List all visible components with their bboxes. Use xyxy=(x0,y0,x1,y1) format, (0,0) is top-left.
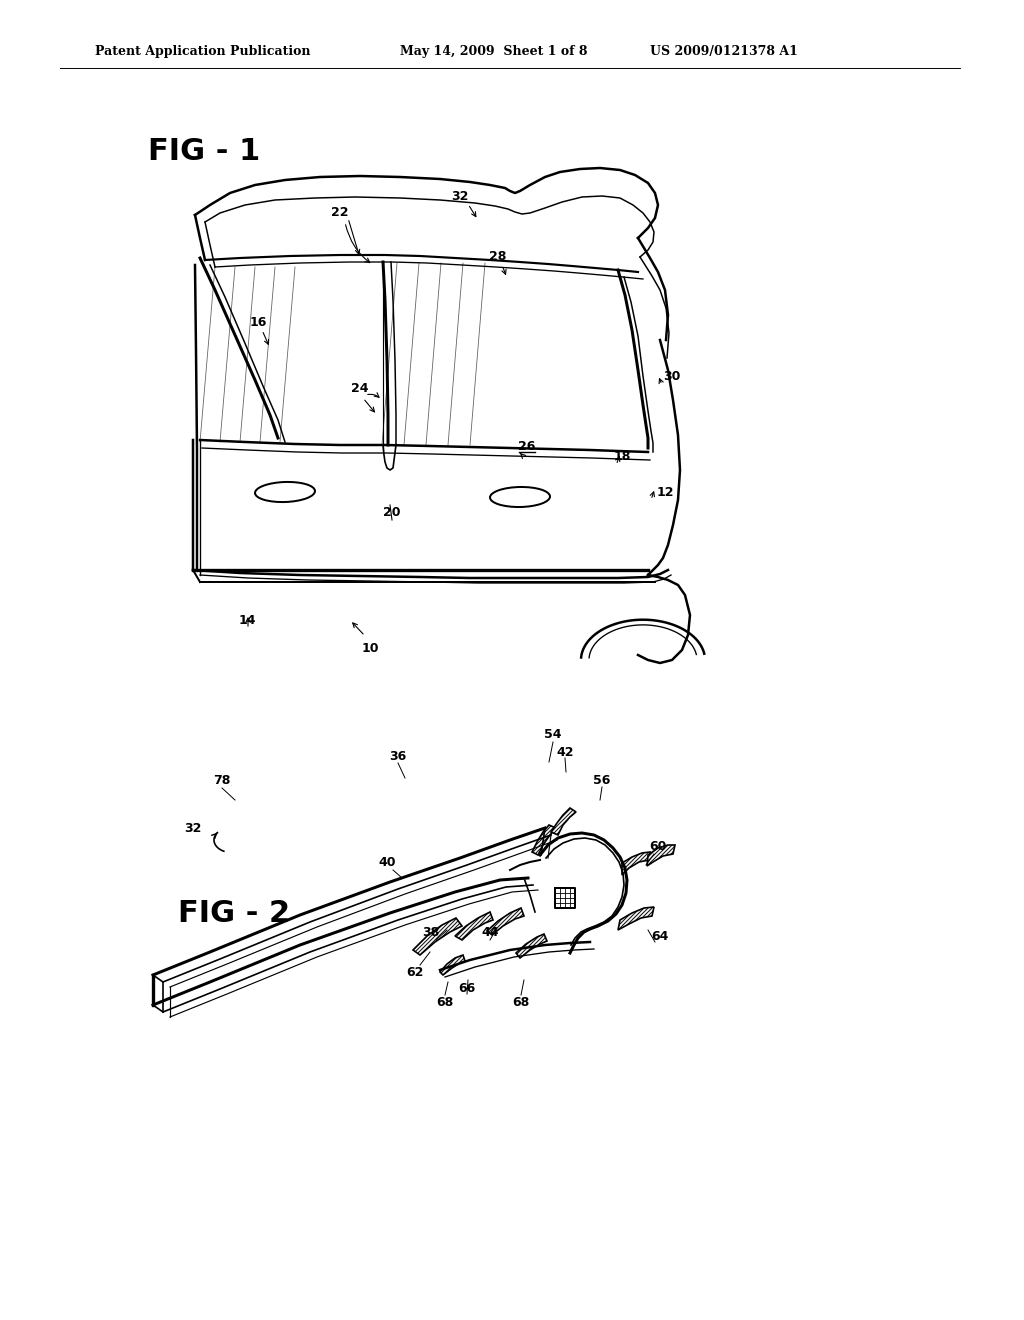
Text: 66: 66 xyxy=(459,982,475,994)
Text: 30: 30 xyxy=(664,371,681,384)
Text: 64: 64 xyxy=(651,929,669,942)
Text: 14: 14 xyxy=(239,615,256,627)
Text: 78: 78 xyxy=(213,774,230,787)
Text: 62: 62 xyxy=(407,966,424,979)
Text: 42: 42 xyxy=(556,746,573,759)
Polygon shape xyxy=(516,935,547,958)
Text: 56: 56 xyxy=(593,774,610,787)
Text: 32: 32 xyxy=(452,190,469,202)
Polygon shape xyxy=(413,917,462,954)
Polygon shape xyxy=(455,912,493,940)
Polygon shape xyxy=(487,908,524,935)
Text: 38: 38 xyxy=(422,927,439,940)
Text: 68: 68 xyxy=(436,995,454,1008)
Polygon shape xyxy=(647,845,675,866)
Text: 40: 40 xyxy=(378,857,395,870)
Text: 20: 20 xyxy=(383,507,400,520)
Polygon shape xyxy=(440,954,465,975)
Text: 18: 18 xyxy=(613,450,631,463)
Text: 28: 28 xyxy=(489,249,507,263)
Polygon shape xyxy=(622,851,650,875)
Text: FIG - 2: FIG - 2 xyxy=(178,899,290,928)
Text: 10: 10 xyxy=(361,642,379,655)
Text: 32: 32 xyxy=(184,821,202,834)
Text: 16: 16 xyxy=(249,315,266,329)
Text: 54: 54 xyxy=(544,729,562,742)
Text: 68: 68 xyxy=(512,995,529,1008)
Text: 44: 44 xyxy=(481,927,499,940)
Text: May 14, 2009  Sheet 1 of 8: May 14, 2009 Sheet 1 of 8 xyxy=(400,45,588,58)
Text: US 2009/0121378 A1: US 2009/0121378 A1 xyxy=(650,45,798,58)
Text: 60: 60 xyxy=(649,841,667,854)
Text: 36: 36 xyxy=(389,750,407,763)
Polygon shape xyxy=(551,808,575,836)
Text: 26: 26 xyxy=(518,440,536,453)
Text: Patent Application Publication: Patent Application Publication xyxy=(95,45,310,58)
Polygon shape xyxy=(532,825,556,855)
Text: FIG - 1: FIG - 1 xyxy=(148,137,260,166)
Polygon shape xyxy=(618,907,654,931)
Text: 24: 24 xyxy=(351,381,369,395)
Text: 22: 22 xyxy=(331,206,349,219)
Text: 12: 12 xyxy=(656,487,674,499)
